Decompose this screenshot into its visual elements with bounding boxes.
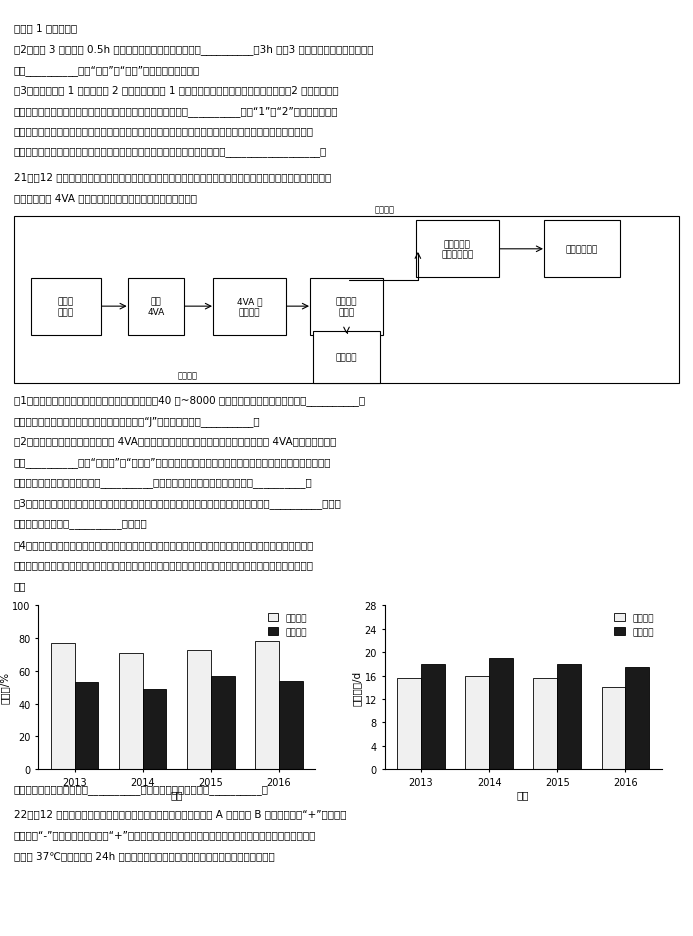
Bar <box>625 667 649 769</box>
Text: 降低被捕食率: 降低被捕食率 <box>566 245 598 254</box>
Bar <box>557 665 581 769</box>
Bar <box>421 665 445 769</box>
FancyBboxPatch shape <box>30 278 101 335</box>
Bar <box>465 676 489 769</box>
Text: 间接导致: 间接导致 <box>375 205 394 214</box>
Text: 性，在 37℃环境下培养 24h 后，培养基上菌落的生长情况如图所示。回答下列问题：: 性，在 37℃环境下培养 24h 后，培养基上菌落的生长情况如图所示。回答下列问… <box>14 850 274 860</box>
Text: 虫）置于样地，统计跳螈的存活率和发育历期（发育历期指完成一定的发育阶段所经历的时间），结果如图所: 虫）置于样地，统计跳螈的存活率和发育历期（发育历期指完成一定的发育阶段所经历的时… <box>14 560 314 570</box>
Text: 4VA 和
受体结合: 4VA 和 受体结合 <box>237 297 262 316</box>
Bar <box>534 679 557 769</box>
Bar <box>397 679 421 769</box>
Text: 统的__________（填“正反馈”或“负反馈”）调节。蝇虫成灾时，人们利用樱子吞食蝇虫卵能有效减轻蝇虫: 统的__________（填“正反馈”或“负反馈”）调节。蝇虫成灾时，人们利用樱… <box>14 457 331 468</box>
Text: 抗生素，“-”表示不含有抗生素，“+”越多表示浓度越高）进行培养，分析结核杆菌对这两种抗生素的耐药: 抗生素，“-”表示不含有抗生素，“+”越多表示浓度越高）进行培养，分析结核杆菌对… <box>14 829 316 840</box>
Legend: 针茅草地, 羊草草地: 针茅草地, 羊草草地 <box>264 610 310 640</box>
Y-axis label: 存活率/%: 存活率/% <box>0 671 9 704</box>
Text: （2）少量蝇虫聚集后能释放信息素 4VA，促使更多的蝇虫聚集，从而产生更多的信息素 4VA，这属于生态系: （2）少量蝇虫聚集后能释放信息素 4VA，促使更多的蝇虫聚集，从而产生更多的信息… <box>14 436 336 446</box>
Text: 形成警戞色
合成有毒物质: 形成警戞色 合成有毒物质 <box>441 240 473 259</box>
Text: 直接导致: 直接导致 <box>177 371 197 380</box>
Bar <box>51 643 75 769</box>
Text: 效应__________（填“大于”或“小于”）各自效应的总和。: 效应__________（填“大于”或“小于”）各自效应的总和。 <box>14 65 200 76</box>
Text: 控制。现将一只健康狗的胰腺提取液注射到一只糖尿狗体内，结果该糖尿狗的血糖浓度没有下降，已知该糖尿: 控制。现将一只健康狗的胰腺提取液注射到一只糖尿狗体内，结果该糖尿狗的血糖浓度没有… <box>14 126 314 137</box>
Y-axis label: 发育历期/d: 发育历期/d <box>352 670 362 705</box>
Legend: 针茅草地, 羊草草地: 针茅草地, 羊草草地 <box>611 610 657 640</box>
Text: （3）糖尿病分为 1 型糖尿病和 2 型糖尿病，其中 1 型糖尿病的患病原因为胰岛素分泌不足，2 型糖尿病的患: （3）糖尿病分为 1 型糖尿病和 2 型糖尿病，其中 1 型糖尿病的患病原因为胰… <box>14 85 338 95</box>
Text: 聚集行为: 聚集行为 <box>335 353 358 362</box>
Text: 狗的胰岛素受体正常，从提取液的成分方面分析，出现该情况的原因最可能是__________________。: 狗的胰岛素受体正常，从提取液的成分方面分析，出现该情况的原因最可能是______… <box>14 147 327 157</box>
FancyBboxPatch shape <box>313 331 380 384</box>
Text: 体现了信息传递具有__________的作用。: 体现了信息传递具有__________的作用。 <box>14 519 148 529</box>
Bar <box>279 681 303 769</box>
Text: 释放
4VA: 释放 4VA <box>148 297 164 316</box>
Text: （2）图中 3 种激素在 0.5h 之前促进血糖升高效应最好的是__________，3h 时，3 种激素联合作用升高血糖的: （2）图中 3 种激素在 0.5h 之前促进血糖升高效应最好的是________… <box>14 44 374 55</box>
Text: 释放的信息素 4VA 能使蝇虫聚集，如图所示。回答下列问题：: 释放的信息素 4VA 能使蝇虫聚集，如图所示。回答下列问题： <box>14 193 197 203</box>
Text: 信息编码
传入脑: 信息编码 传入脑 <box>335 297 358 316</box>
Text: 21．（12 分）东亚飞蝇是一种农业害虫，因其聚集、迁飞、暴食等特征给农业生产带来严重的危害。群居蝇虫: 21．（12 分）东亚飞蝇是一种农业害虫，因其聚集、迁飞、暴食等特征给农业生产带… <box>14 172 331 183</box>
FancyBboxPatch shape <box>213 278 286 335</box>
Text: 种群密
度增大: 种群密 度增大 <box>58 297 74 316</box>
Text: （3）聚集型蝇虫分泌的毒性物质苯乙梅能降低其被天敌捕食的概率，苯乙梅属于生态系统的__________信息，: （3）聚集型蝇虫分泌的毒性物质苯乙梅能降低其被天敌捕食的概率，苯乙梅属于生态系统… <box>14 498 342 509</box>
Text: 带来的危害，降低了蝇虫种群的__________从而控制其数量。这种防治方法属于__________。: 带来的危害，降低了蝇虫种群的__________从而控制其数量。这种防治方法属于… <box>14 477 313 488</box>
Text: 征。在东亚飞蝇爆发早期，其种群数量一般呈现“J”形增长，原因是__________。: 征。在东亚飞蝇爆发早期，其种群数量一般呈现“J”形增长，原因是_________… <box>14 416 261 427</box>
Bar <box>187 650 211 769</box>
Text: 22．（12 分）研究人员将结核杆菌分别接种在含有不同浓度抗生素 A 和抗生素 B 的培养基中（“+”表示含有: 22．（12 分）研究人员将结核杆菌分别接种在含有不同浓度抗生素 A 和抗生素 … <box>14 809 346 819</box>
FancyBboxPatch shape <box>544 221 620 278</box>
Bar <box>143 689 166 769</box>
Bar <box>119 653 143 769</box>
Bar <box>602 688 625 769</box>
Bar <box>75 682 98 769</box>
FancyBboxPatch shape <box>310 278 383 335</box>
Text: （1）东亚飞蝇能聚集成巨大的蝇群，每平方公里有40 万~8000 万头，这描述的情况属于种群的__________特: （1）东亚飞蝇能聚集成巨大的蝇群，每平方公里有40 万~8000 万头，这描述的… <box>14 395 365 406</box>
FancyBboxPatch shape <box>416 221 499 278</box>
X-axis label: 年份: 年份 <box>517 790 529 799</box>
Bar <box>211 676 235 769</box>
Text: 分析图中信息，东亚飞蝇在__________更容易爆发，判断依据是__________。: 分析图中信息，东亚飞蝇在__________更容易爆发，判断依据是_______… <box>14 784 269 795</box>
Text: （答出 1 种即可）。: （答出 1 种即可）。 <box>14 23 77 34</box>
Bar <box>489 658 513 769</box>
Text: （4）羊草和针茅为某草原的主要牧草，为了解草原植被类型与蝇虫爆发的关联，将相同数量的跳螈（蝇虫幼: （4）羊草和针茅为某草原的主要牧草，为了解草原植被类型与蝇虫爆发的关联，将相同数… <box>14 539 314 549</box>
X-axis label: 年份: 年份 <box>170 790 183 799</box>
Text: 示。: 示。 <box>14 580 26 591</box>
Bar <box>14 217 679 384</box>
Bar <box>255 642 279 769</box>
FancyBboxPatch shape <box>128 278 184 335</box>
Text: 病原因与胰岛素受体异常有关，一般常通过注射胰岛素的方式对__________（填“1”或“2”）型糖尿病进行: 病原因与胰岛素受体异常有关，一般常通过注射胰岛素的方式对__________（填… <box>14 106 338 117</box>
